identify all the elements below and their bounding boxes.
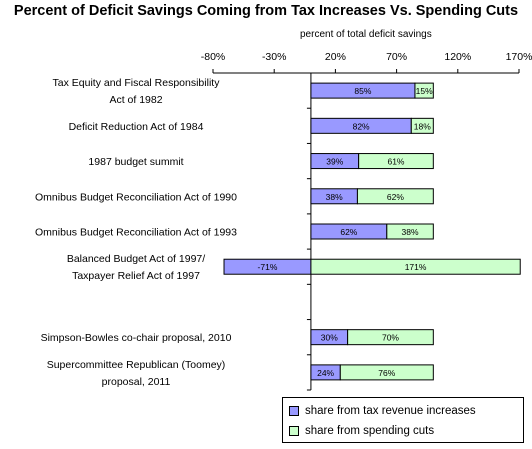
bar-spending [339,364,434,381]
data-label-tax: -71% [258,262,278,272]
category-label: Deficit Reduction Act of 1984 [69,121,204,133]
data-label-spending: 61% [387,157,404,167]
category-label: Act of 1982 [109,94,162,106]
category-label: Simpson-Bowles co-chair proposal, 2010 [41,332,232,344]
category-label: Omnibus Budget Reconciliation Act of 199… [35,227,237,239]
legend-swatch-tax [289,406,299,416]
data-label-spending: 38% [402,227,419,237]
data-label-spending: 70% [382,333,399,343]
x-tick-label: 70% [386,51,407,63]
chart-title: Percent of Deficit Savings Coming from T… [13,3,519,19]
data-label-spending: 15% [416,86,433,96]
bar-spending [414,82,434,99]
category-label: Taxpayer Relief Act of 1997 [72,270,200,282]
legend-item-tax: share from tax revenue increases [289,403,476,419]
category-label: 1987 budget summit [88,156,183,168]
x-tick-label: 20% [325,51,346,63]
category-label: Tax Equity and Fiscal Responsibility [53,77,221,89]
data-label-tax: 85% [354,86,371,96]
data-label-tax: 82% [353,121,370,131]
legend-swatch-spending [289,426,299,436]
bar-spending [310,258,521,275]
x-tick-label: 120% [444,51,471,63]
legend-label-tax: share from tax revenue increases [305,405,476,417]
bar-spending [386,223,434,240]
data-label-tax: 39% [326,157,343,167]
legend: share from tax revenue increases share f… [282,397,524,443]
category-label: Omnibus Budget Reconciliation Act of 199… [35,191,237,203]
data-label-spending: 76% [378,368,395,378]
category-label: Balanced Budget Act of 1997/ [67,253,205,265]
data-label-spending: 18% [414,121,431,131]
legend-item-spending: share from spending cuts [289,423,434,439]
x-tick-label: 170% [506,51,532,63]
data-label-tax: 24% [317,368,334,378]
category-label: proposal, 2011 [102,376,171,388]
x-tick-label: -30% [262,51,287,63]
data-label-spending: 171% [405,262,427,272]
bar-spending [347,329,434,346]
data-label-tax: 38% [326,192,343,202]
data-label-tax: 62% [340,227,357,237]
legend-label-spending: share from spending cuts [305,425,435,437]
bar-spending [358,153,434,170]
bar-spending [410,117,434,134]
x-tick-label: -80% [201,51,226,63]
category-label: Supercommittee Republican (Toomey) [47,359,226,371]
x-axis-label: percent of total deficit savings [300,29,432,40]
data-label-tax: 30% [321,333,338,343]
bar-spending [356,188,434,205]
data-label-spending: 62% [387,192,404,202]
